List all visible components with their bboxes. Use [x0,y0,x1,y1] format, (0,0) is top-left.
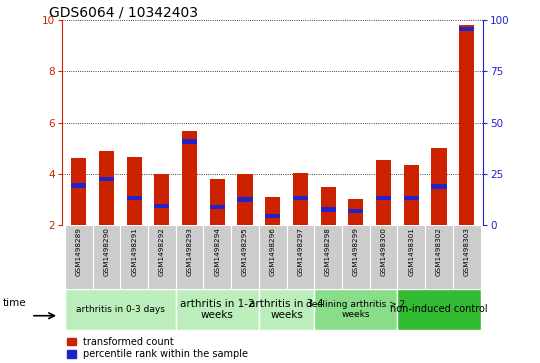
Bar [210,179,225,225]
Bar [459,25,474,225]
Bar [259,289,314,330]
Text: GSM1498301: GSM1498301 [408,227,414,276]
Bar [176,289,259,330]
Bar [348,209,363,213]
Text: GSM1498295: GSM1498295 [242,227,248,276]
Bar [259,225,287,289]
Bar [293,172,308,225]
Text: GSM1498297: GSM1498297 [298,227,303,276]
Bar [293,196,308,200]
Bar [425,225,453,289]
Bar [154,174,170,225]
Text: GSM1498294: GSM1498294 [214,227,220,276]
Bar [403,196,419,200]
Text: GSM1498303: GSM1498303 [464,227,470,276]
Bar [71,183,86,188]
Bar [231,225,259,289]
Text: GSM1498296: GSM1498296 [269,227,276,276]
Bar [265,197,280,225]
Text: declining arthritis > 2
weeks: declining arthritis > 2 weeks [306,300,406,319]
Text: GSM1498302: GSM1498302 [436,227,442,276]
Bar [370,225,397,289]
Bar [126,157,142,225]
Bar [238,197,253,202]
Text: GSM1498293: GSM1498293 [186,227,193,276]
Bar [459,26,474,31]
Bar [314,225,342,289]
Text: GSM1498298: GSM1498298 [325,227,331,276]
Bar [397,225,425,289]
Bar [287,225,314,289]
Bar [65,225,92,289]
Bar [204,225,231,289]
Bar [182,139,197,144]
Text: GSM1498299: GSM1498299 [353,227,359,276]
Bar [126,196,142,200]
Bar [321,207,336,212]
Bar [99,177,114,181]
Text: time: time [3,298,26,308]
Bar [65,289,176,330]
Bar [376,196,391,200]
Text: arthritis in 0-3 days: arthritis in 0-3 days [76,305,165,314]
Bar [71,158,86,225]
Text: GSM1498292: GSM1498292 [159,227,165,276]
Bar [376,160,391,225]
Bar [176,225,204,289]
Bar [154,204,170,208]
Bar [148,225,176,289]
Bar [342,225,370,289]
Bar [453,225,481,289]
Bar [265,214,280,219]
Bar [321,187,336,225]
Bar [210,205,225,209]
Text: GSM1498291: GSM1498291 [131,227,137,276]
Text: non-induced control: non-induced control [390,305,488,314]
Text: GSM1498300: GSM1498300 [381,227,387,276]
Bar [120,225,148,289]
Bar [403,165,419,225]
Text: GSM1498289: GSM1498289 [76,227,82,276]
Legend: transformed count, percentile rank within the sample: transformed count, percentile rank withi… [67,337,248,359]
Bar [397,289,481,330]
Bar [92,225,120,289]
Bar [348,199,363,225]
Bar [431,184,447,189]
Bar [314,289,397,330]
Text: arthritis in 3-4
weeks: arthritis in 3-4 weeks [249,299,324,320]
Bar [99,151,114,225]
Bar [238,174,253,225]
Text: GSM1498290: GSM1498290 [104,227,110,276]
Bar [431,148,447,225]
Text: arthritis in 1-2
weeks: arthritis in 1-2 weeks [180,299,254,320]
Bar [182,131,197,225]
Text: GDS6064 / 10342403: GDS6064 / 10342403 [49,5,198,20]
